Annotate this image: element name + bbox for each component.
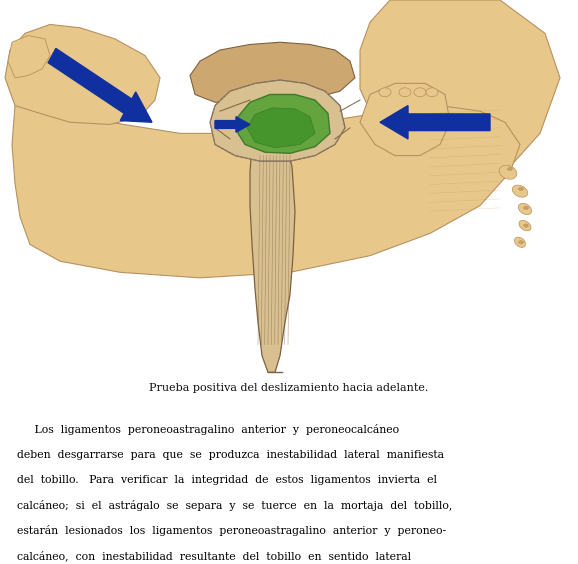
Polygon shape bbox=[190, 42, 355, 102]
FancyArrow shape bbox=[380, 105, 490, 139]
Polygon shape bbox=[5, 24, 160, 125]
Ellipse shape bbox=[512, 185, 528, 197]
Ellipse shape bbox=[499, 165, 517, 179]
Ellipse shape bbox=[379, 88, 391, 96]
Polygon shape bbox=[360, 0, 560, 183]
Ellipse shape bbox=[519, 221, 531, 231]
Text: Prueba positiva del deslizamiento hacia adelante.: Prueba positiva del deslizamiento hacia … bbox=[149, 384, 429, 394]
Text: estarán  lesionados  los  ligamentos  peroneoastragalino  anterior  y  peroneo-: estarán lesionados los ligamentos perone… bbox=[17, 525, 446, 536]
Ellipse shape bbox=[414, 88, 426, 96]
Ellipse shape bbox=[518, 204, 532, 214]
Polygon shape bbox=[250, 128, 295, 372]
Polygon shape bbox=[210, 80, 345, 161]
Ellipse shape bbox=[399, 88, 411, 96]
Polygon shape bbox=[238, 95, 330, 153]
Ellipse shape bbox=[514, 237, 525, 248]
Text: deben  desgarrarse  para  que  se  produzca  inestabilidad  lateral  manifiesta: deben desgarrarse para que se produzca i… bbox=[17, 450, 444, 460]
Ellipse shape bbox=[524, 206, 528, 209]
Polygon shape bbox=[247, 108, 315, 148]
Ellipse shape bbox=[524, 224, 528, 227]
Ellipse shape bbox=[426, 88, 438, 96]
FancyArrow shape bbox=[48, 49, 152, 122]
Text: del  tobillo.   Para  verificar  la  integridad  de  estos  ligamentos  invierta: del tobillo. Para verificar la integrida… bbox=[17, 475, 438, 484]
Text: Los  ligamentos  peroneoastragalino  anterior  y  peroneocalcáneo: Los ligamentos peroneoastragalino anteri… bbox=[17, 424, 399, 435]
Text: calcáneo,  con  inestabilidad  resultante  del  tobillo  en  sentido  lateral: calcáneo, con inestabilidad resultante d… bbox=[17, 550, 412, 561]
Text: calcáneo;  si  el  astrágalo  se  separa  y  se  tuerce  en  la  mortaja  del  t: calcáneo; si el astrágalo se separa y se… bbox=[17, 500, 453, 511]
Ellipse shape bbox=[518, 187, 524, 191]
FancyArrow shape bbox=[215, 117, 250, 133]
Ellipse shape bbox=[507, 168, 513, 170]
Polygon shape bbox=[8, 36, 50, 78]
Polygon shape bbox=[12, 95, 520, 278]
Ellipse shape bbox=[518, 241, 524, 244]
Polygon shape bbox=[360, 83, 450, 156]
